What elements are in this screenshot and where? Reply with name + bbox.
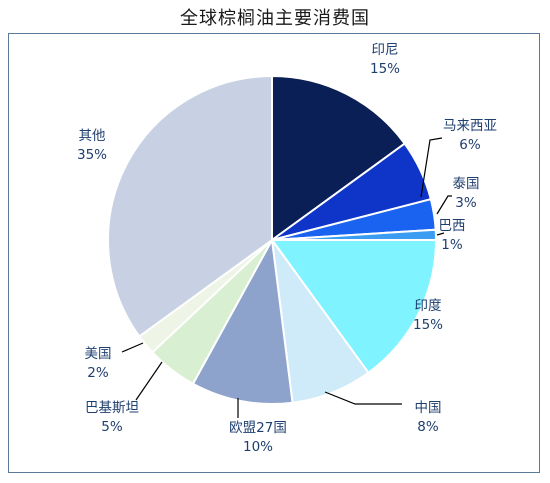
slice-value-brazil: 1% [441, 237, 463, 253]
pie-slice-indonesia [271, 74, 407, 242]
slice-label-thailand: 泰国 [453, 176, 480, 192]
slice-value-others: 35% [77, 147, 107, 163]
slice-value-eu27: 10% [243, 439, 273, 455]
slice-label-usa: 美国 [85, 346, 112, 362]
leader-line-malaysia [420, 137, 443, 198]
slice-value-india: 15% [413, 317, 443, 333]
slice-value-usa: 2% [87, 365, 109, 381]
leader-line-china [324, 391, 402, 405]
slice-label-others: 其他 [79, 128, 106, 144]
chart-title: 全球棕榈油主要消费国 [180, 8, 370, 29]
slice-label-pakistan: 巴基斯坦 [85, 399, 139, 416]
slice-value-malaysia: 6% [459, 137, 481, 153]
slice-value-thailand: 3% [455, 195, 477, 211]
leader-line-brazil [436, 232, 445, 236]
slice-label-malaysia: 马来西亚 [443, 118, 497, 134]
slice-label-indonesia: 印尼 [372, 42, 399, 58]
leader-line-usa [121, 342, 144, 353]
pie-slice-india [270, 239, 438, 375]
slice-label-brazil: 巴西 [439, 218, 466, 234]
slice-label-china: 中国 [415, 400, 442, 416]
slice-label-india: 印度 [415, 298, 442, 314]
slice-value-pakistan: 5% [101, 419, 123, 435]
pie-slice-eu27 [191, 236, 294, 405]
slice-label-eu27: 欧盟27国 [229, 420, 287, 436]
slice-value-indonesia: 15% [370, 61, 400, 77]
slice-value-china: 8% [417, 419, 439, 435]
pie-slice-others [107, 74, 273, 338]
leader-line-thailand [436, 195, 452, 215]
leader-line-pakistan [135, 361, 163, 401]
